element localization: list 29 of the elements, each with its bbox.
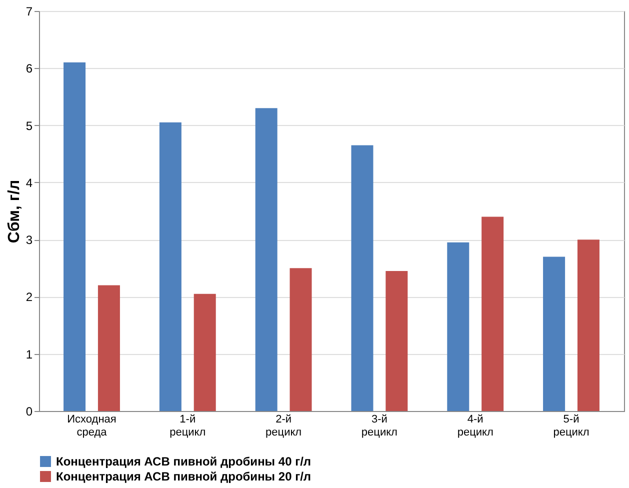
y-tick-label: 0 [26, 404, 33, 418]
legend-label: Концентрация АСВ пивной дробины 20 г/л [56, 470, 312, 484]
y-tick-label: 1 [26, 347, 33, 362]
bar [98, 285, 120, 411]
x-tick-label: 5-й рецикл [553, 414, 590, 438]
y-tick-label: 4 [26, 176, 33, 190]
y-tick-label: 3 [26, 233, 33, 248]
bar [543, 256, 566, 411]
y-axis-title: Cбм, г/л [6, 180, 23, 244]
bar [255, 108, 278, 411]
x-tick-label: 3-й рецикл [361, 414, 398, 438]
bar [447, 242, 470, 411]
bar [194, 294, 216, 411]
bar [577, 240, 600, 411]
bar [386, 271, 408, 411]
bar [64, 62, 86, 411]
x-tick-label: 2-й рецикл [266, 414, 302, 438]
y-tick-label: 6 [26, 62, 33, 76]
bar [482, 216, 504, 411]
y-tick-label: 7 [26, 4, 33, 18]
x-tick-label: 4-й рецикл [457, 414, 494, 438]
bar [159, 122, 182, 411]
x-tick-label: Исходная среда [67, 414, 116, 438]
bar [351, 145, 374, 411]
y-tick-label: 2 [26, 290, 33, 304]
bar [290, 268, 312, 411]
x-tick-label: 1-й рецикл [170, 414, 206, 438]
legend-label: Концентрация АСВ пивной дробины 40 г/л [56, 454, 312, 468]
y-tick-label: 5 [26, 118, 33, 133]
